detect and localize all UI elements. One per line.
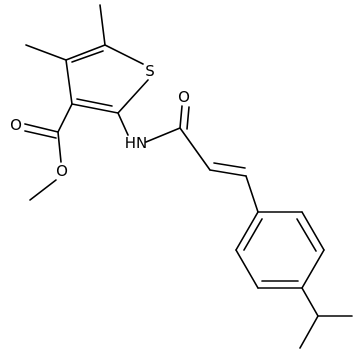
bond [76, 98, 113, 107]
bond [296, 218, 317, 252]
bond [209, 169, 247, 177]
bond [57, 103, 73, 133]
bond [24, 123, 59, 133]
bond [117, 79, 149, 114]
bond [104, 44, 144, 65]
bond [99, 4, 106, 46]
atom-label: S [145, 62, 155, 80]
bond [29, 179, 57, 201]
bond [71, 50, 104, 63]
atom-label: HN [125, 134, 148, 152]
bond [301, 287, 319, 317]
bond [65, 44, 106, 61]
bond [235, 211, 259, 251]
bond [25, 44, 67, 61]
bond [179, 127, 211, 171]
bond [71, 103, 119, 114]
bonds [24, 4, 353, 349]
bond [145, 127, 181, 143]
bond [245, 175, 259, 213]
bond [57, 131, 62, 163]
atom-label: O [178, 88, 190, 106]
bond [243, 218, 263, 251]
atom-label: O [10, 116, 22, 134]
bond [117, 112, 129, 136]
atom-label: O [56, 162, 68, 180]
bond [179, 105, 183, 129]
bond [299, 315, 319, 349]
bond [301, 211, 325, 251]
bond [301, 249, 325, 289]
bond [186, 106, 190, 130]
bond [235, 249, 259, 289]
bond [24, 130, 57, 139]
bond [213, 162, 246, 169]
bond [65, 59, 73, 105]
